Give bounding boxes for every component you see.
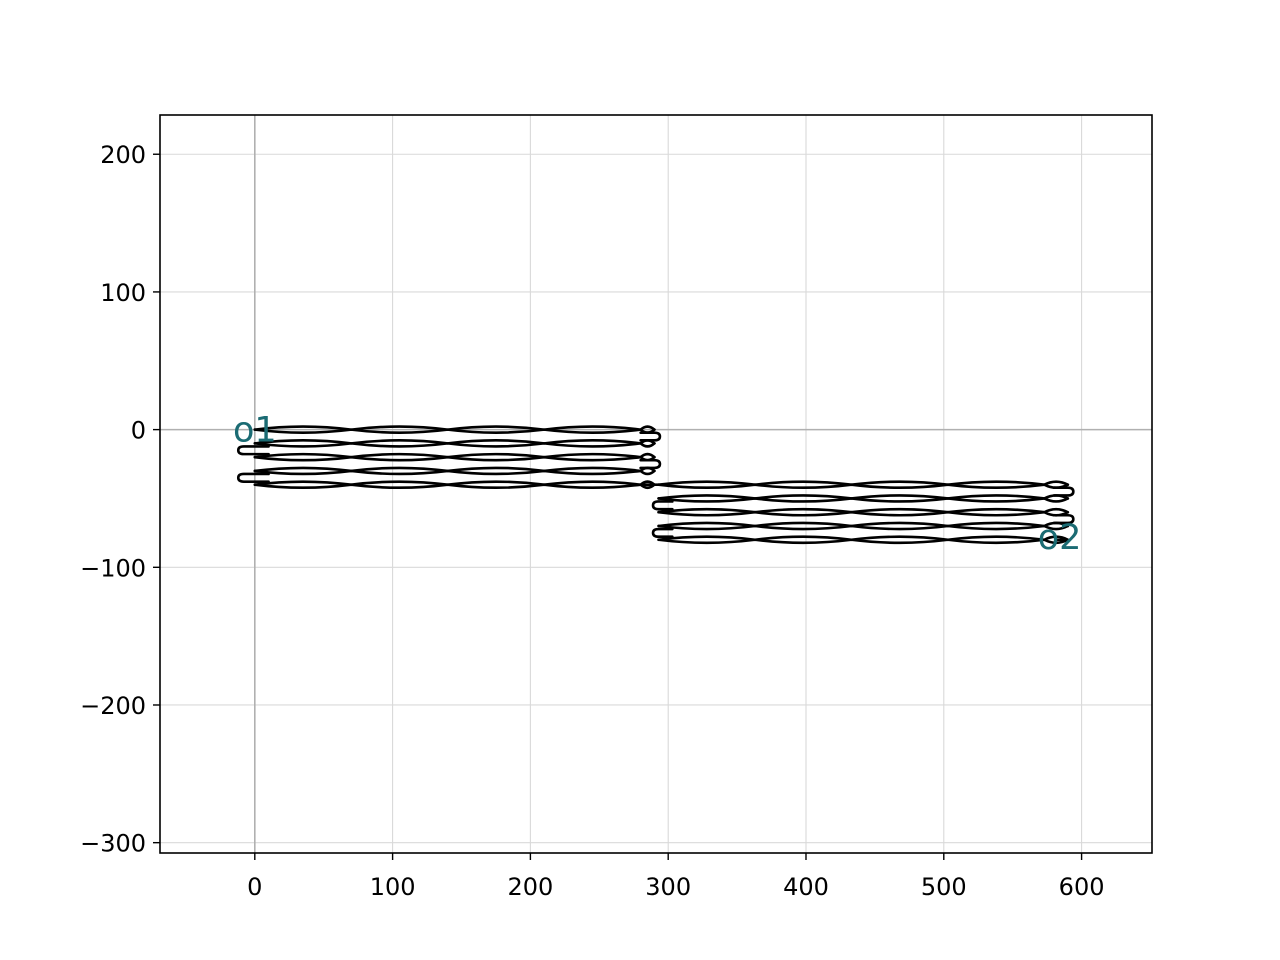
axes-frame bbox=[159, 114, 1153, 854]
x-tick-label: 300 bbox=[645, 873, 691, 901]
waveguide-row-lower-edge bbox=[657, 524, 1070, 531]
y-tick-label: −300 bbox=[80, 830, 146, 858]
waveguide-bend-right bbox=[1052, 513, 1075, 525]
plot-area bbox=[236, 425, 1075, 545]
waveguide-row-lower-edge bbox=[657, 483, 1070, 490]
x-tick-label: 100 bbox=[370, 873, 416, 901]
waveguide-bend-left bbox=[236, 472, 270, 483]
x-tick-label: 0 bbox=[247, 873, 262, 901]
waveguide-row-lower-edge bbox=[253, 469, 656, 476]
tick-layer: 0 100 200 300 400 500 600 200 100 0 −100 −200 −300 bbox=[80, 141, 1104, 901]
y-tick-label: 200 bbox=[100, 141, 146, 169]
waveguide-bend-right bbox=[639, 458, 662, 470]
port-label-o1: o1 bbox=[233, 411, 277, 451]
x-tick-label: 200 bbox=[507, 873, 553, 901]
x-tick-label: 500 bbox=[921, 873, 967, 901]
waveguide-bend-left bbox=[236, 445, 270, 456]
y-tick-label: 100 bbox=[100, 279, 146, 307]
waveguide-bend-left bbox=[651, 527, 674, 539]
waveguide-bend-right bbox=[1052, 486, 1075, 497]
waveguide-row-lower-edge bbox=[657, 497, 1070, 503]
waveguide-bend-right bbox=[639, 431, 662, 442]
x-tick-label: 600 bbox=[1059, 873, 1105, 901]
waveguide-row-lower-edge bbox=[253, 428, 656, 434]
annotation-layer: o1 o2 bbox=[233, 411, 1081, 558]
waveguide-row-lower-edge bbox=[657, 538, 1070, 545]
port-label-o2: o2 bbox=[1038, 518, 1082, 558]
y-tick-label: 0 bbox=[131, 417, 146, 445]
y-tick-label: −200 bbox=[80, 692, 146, 720]
waveguide-row-lower-edge bbox=[657, 510, 1070, 517]
waveguide-row-lower-edge bbox=[253, 455, 656, 462]
waveguide-bend-left bbox=[651, 500, 674, 511]
waveguide-row-lower-edge bbox=[253, 442, 656, 448]
y-tick-label: −100 bbox=[80, 554, 146, 582]
x-tick-label: 400 bbox=[783, 873, 829, 901]
